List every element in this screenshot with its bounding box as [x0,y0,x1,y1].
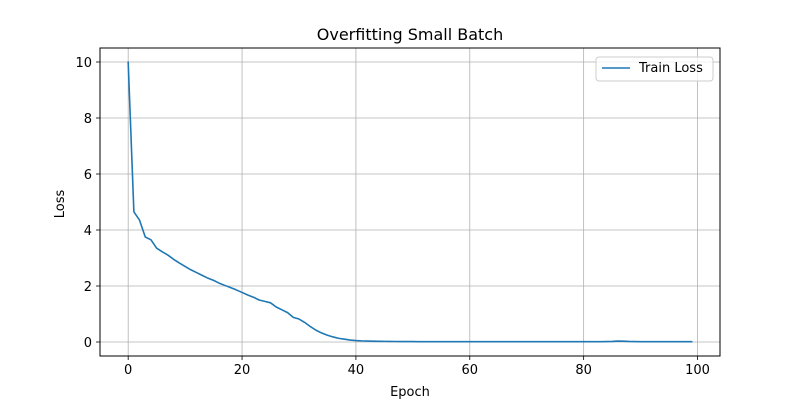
chart-title: Overfitting Small Batch [317,25,503,44]
x-tick-label: 60 [462,363,479,378]
series-layer [127,61,693,343]
x-tick-label: 80 [575,363,592,378]
legend-box [595,56,714,82]
x-axis-label: Epoch [390,385,430,400]
plot-area-frame [99,47,721,357]
x-tick-label: 100 [685,363,710,378]
y-axis-label: Loss [53,190,68,219]
x-tick-label: 20 [234,363,251,378]
y-tick-label: 6 [84,168,92,183]
y-axis-ticks: 0 2 4 6 8 10 [75,56,100,351]
y-tick-label: 0 [84,336,92,351]
train-loss-line [127,61,693,343]
y-tick-label: 2 [84,280,92,295]
legend-label-train-loss: Train Loss [638,61,703,76]
grid-layer [100,48,720,356]
x-axis-ticks: 0 20 40 60 80 100 [124,356,710,378]
y-tick-label: 4 [84,224,92,239]
x-tick-label: 0 [124,363,132,378]
y-tick-label: 10 [75,56,92,71]
legend: Train Loss [595,56,714,82]
y-tick-label: 8 [84,112,92,127]
x-tick-label: 40 [348,363,365,378]
